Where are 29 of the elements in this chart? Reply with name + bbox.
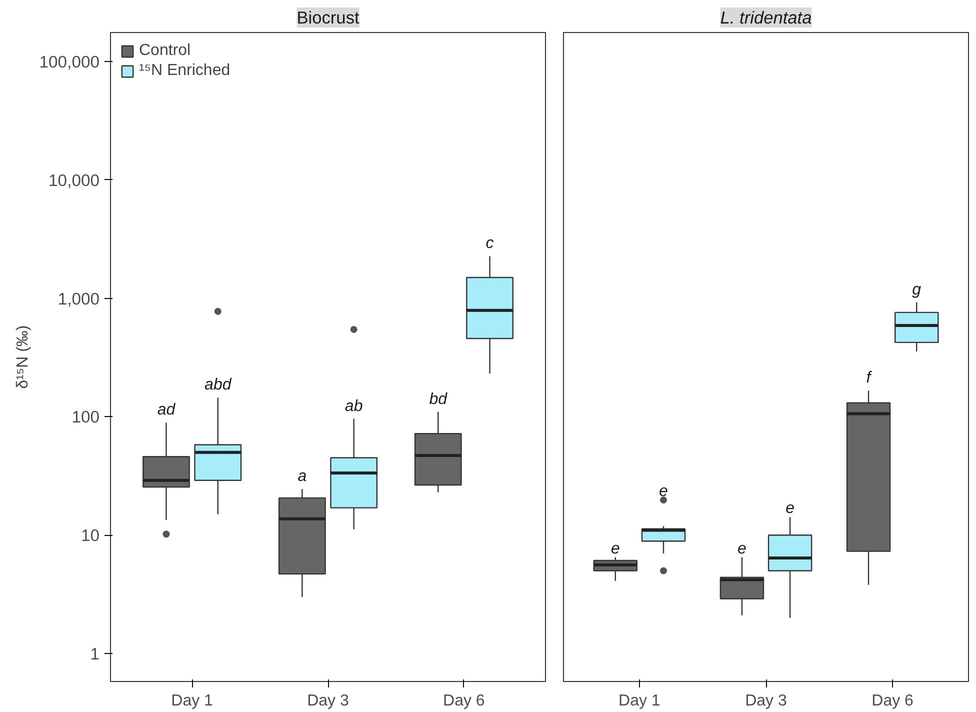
x-tick-label: Day 6 bbox=[872, 692, 914, 710]
y-tick-label: 10,000 bbox=[48, 170, 100, 190]
annotation: g bbox=[912, 281, 922, 298]
x-tick-label: Day 1 bbox=[618, 692, 660, 710]
y-tick-label: 1,000 bbox=[58, 289, 100, 308]
annotation: e bbox=[610, 540, 620, 558]
y-tick-label: 100,000 bbox=[39, 52, 100, 72]
annotation: bd bbox=[429, 390, 448, 408]
x-tick-label: Day 3 bbox=[745, 692, 787, 710]
annotation: ab bbox=[344, 398, 363, 415]
x-tick-label: Day 1 bbox=[171, 692, 214, 710]
annotation: e bbox=[738, 540, 747, 558]
annotation: ad bbox=[157, 402, 176, 419]
annotation: abd bbox=[204, 376, 232, 394]
x-tick-label: Day 3 bbox=[307, 692, 349, 710]
legend-label: ¹⁵N Enriched bbox=[139, 62, 230, 80]
y-tick-label: 1 bbox=[90, 644, 100, 664]
annotation: a bbox=[298, 468, 307, 486]
chart-title: L. tridentata bbox=[720, 8, 812, 28]
y-axis-title: δ¹⁵N (‰) bbox=[14, 325, 32, 389]
annotation: c bbox=[486, 235, 494, 252]
chart-title: Biocrust bbox=[296, 8, 360, 28]
annotation: e bbox=[659, 482, 668, 500]
annotation: e bbox=[786, 500, 795, 518]
y-tick-label: 100 bbox=[72, 408, 100, 427]
x-tick-label: Day 6 bbox=[443, 692, 485, 710]
y-tick-label: 10 bbox=[80, 526, 100, 546]
legend-label: Control bbox=[139, 42, 191, 60]
annotation: f bbox=[866, 370, 872, 387]
